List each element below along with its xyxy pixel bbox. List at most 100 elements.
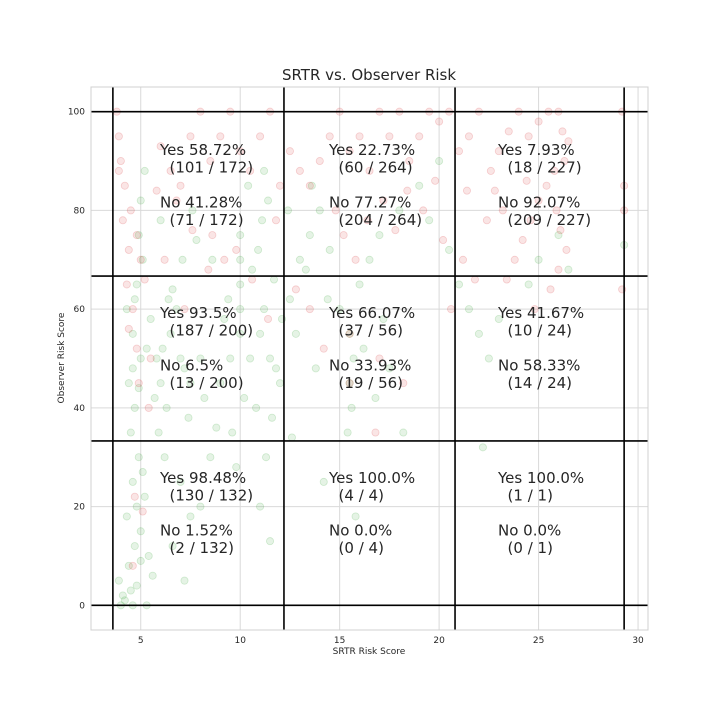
no-point — [118, 216, 127, 225]
yes-point — [160, 453, 169, 462]
cell-annotation-line: (10 / 24) — [498, 322, 572, 340]
yes-point — [325, 245, 334, 254]
yes-point — [148, 571, 157, 580]
no-point — [504, 127, 513, 136]
cell-annotation-line: No 41.28% — [160, 194, 242, 212]
yes-point — [156, 379, 165, 388]
no-point — [206, 157, 215, 166]
cell-annotations: Yes 58.72% (101 / 172) No 41.28% (71 / 17… — [159, 141, 591, 557]
yes-point — [132, 280, 141, 289]
yes-point — [311, 364, 320, 373]
yes-point — [415, 181, 424, 190]
yes-point — [220, 315, 229, 324]
yes-point — [291, 329, 300, 338]
yes-point — [455, 280, 464, 289]
yes-point — [166, 329, 175, 338]
yes-point — [236, 255, 245, 264]
yes-point — [236, 329, 245, 338]
yes-point — [254, 245, 263, 254]
no-point — [114, 166, 123, 175]
yes-point — [375, 231, 384, 240]
yes-point — [283, 206, 292, 215]
cell-annotation-line: No 0.0% — [498, 522, 561, 540]
yes-point — [140, 492, 149, 501]
yes-point — [554, 231, 563, 240]
yes-point — [196, 502, 205, 511]
no-point — [339, 231, 348, 240]
no-point — [546, 285, 555, 294]
no-point — [180, 305, 189, 314]
no-point — [365, 166, 374, 175]
no-point — [319, 344, 328, 353]
cell-annotation-line: (0 / 1) — [498, 539, 553, 557]
yes-point — [224, 295, 233, 304]
yes-point — [152, 354, 161, 363]
no-point — [295, 166, 304, 175]
yes-point — [176, 354, 185, 363]
yes-point — [305, 231, 314, 240]
no-point — [550, 166, 559, 175]
yes-point — [226, 354, 235, 363]
yes-point — [184, 413, 193, 422]
data-points — [112, 107, 629, 610]
no-point — [470, 275, 479, 284]
cell-annotation-line: (19 / 56) — [329, 374, 403, 392]
y-tick-label: 60 — [74, 305, 86, 315]
no-point — [116, 157, 125, 166]
yes-point — [118, 591, 127, 600]
yes-point — [188, 206, 197, 215]
cell-annotation-line: Yes 41.67% — [497, 304, 584, 322]
x-tick-label: 20 — [433, 636, 445, 646]
no-point — [534, 117, 543, 126]
yes-point — [395, 206, 404, 215]
cell-annotation-line: (130 / 132) — [160, 487, 253, 505]
yes-point — [140, 166, 149, 175]
yes-point — [206, 453, 215, 462]
x-tick-label: 15 — [334, 636, 345, 646]
no-point — [522, 176, 531, 185]
yes-point — [359, 344, 368, 353]
yes-point — [524, 280, 533, 289]
cell-annotation-line: Yes 93.5% — [159, 304, 237, 322]
no-point — [132, 231, 141, 240]
cell-annotation-line: (1 / 1) — [498, 487, 553, 505]
cell-annotation-line: No 58.33% — [498, 357, 580, 375]
yes-point — [114, 576, 123, 585]
yes-point — [494, 315, 503, 324]
no-point — [216, 132, 225, 141]
cell-annotation-line: No 77.27% — [329, 194, 411, 212]
yes-point — [186, 512, 195, 521]
yes-point — [301, 265, 310, 274]
yes-point — [126, 586, 135, 595]
no-point — [166, 166, 175, 175]
no-point — [482, 216, 491, 225]
yes-point — [478, 443, 487, 452]
yes-point — [122, 305, 131, 314]
cell-annotation-line: Yes 66.07% — [328, 304, 415, 322]
yes-point — [256, 502, 265, 511]
no-point — [236, 147, 245, 156]
cell-annotation-line: Yes 7.93% — [497, 141, 575, 159]
yes-point — [136, 556, 145, 565]
yes-point — [124, 561, 133, 570]
yes-point — [134, 453, 143, 462]
yes-point — [564, 265, 573, 274]
no-point — [462, 186, 471, 195]
yes-point — [246, 354, 255, 363]
yes-point — [285, 295, 294, 304]
yes-point — [349, 354, 358, 363]
yes-point — [196, 354, 205, 363]
no-point — [415, 132, 424, 141]
cell-annotation-line: (187 / 200) — [160, 322, 253, 340]
no-point — [246, 166, 255, 175]
yes-point — [319, 477, 328, 486]
no-point — [419, 206, 428, 215]
no-point — [114, 132, 123, 141]
yes-point — [399, 428, 408, 437]
yes-point — [484, 354, 493, 363]
plot-frame — [90, 86, 649, 631]
yes-point — [138, 255, 147, 264]
no-point — [264, 315, 273, 324]
yes-point — [534, 255, 543, 264]
yes-point — [260, 305, 269, 314]
